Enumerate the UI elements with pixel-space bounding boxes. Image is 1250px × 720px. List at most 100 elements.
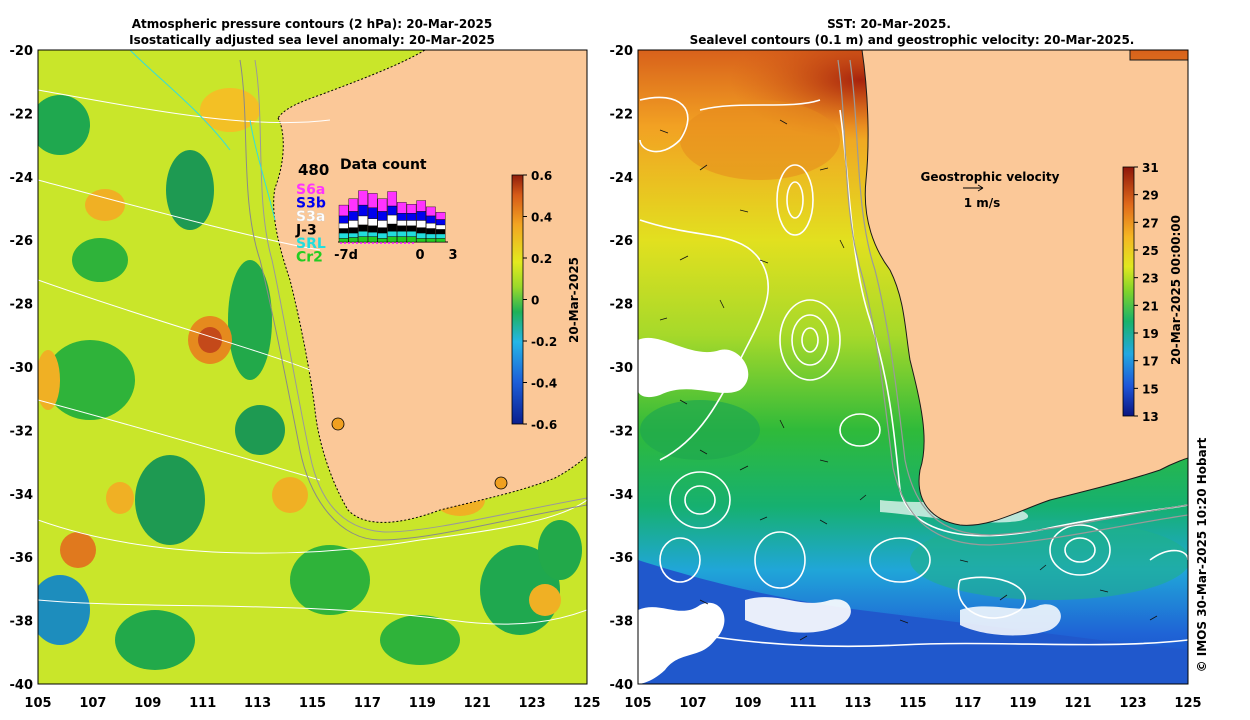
right-colorbar-tick-label: 23 — [1142, 272, 1159, 286]
inset-bar-segment — [435, 229, 446, 235]
inset-bar-segment — [358, 224, 368, 232]
lon-tick-label: 107 — [79, 696, 106, 711]
inset-bar-segment — [348, 198, 359, 212]
left-colorbar-tick-label: -0.4 — [531, 377, 557, 391]
sla-field — [38, 50, 587, 684]
lon-tick-label: 121 — [464, 696, 491, 711]
lat-tick-label: -34 — [610, 488, 634, 503]
lat-tick-label: -22 — [610, 107, 634, 122]
inset-bar-segment — [426, 233, 436, 239]
inset-bar-segment — [377, 238, 388, 243]
lat-tick-label: -38 — [10, 615, 34, 630]
left-colorbar-label: 20-Mar-2025 — [567, 257, 581, 343]
lon-tick-label: 113 — [244, 696, 271, 711]
inset-bar-segment — [367, 218, 378, 227]
mission-label-j-3: J-3 — [295, 223, 317, 239]
lat-tick-label: -22 — [10, 107, 34, 122]
lon-tick-label: 105 — [24, 696, 51, 711]
right-colorbar-tick-label: 13 — [1142, 410, 1159, 424]
left-colorbar-tick-label: 0.6 — [531, 169, 552, 183]
inset-bar-segment — [435, 212, 446, 220]
inset-bar-segment — [416, 232, 427, 239]
lat-tick-label: -38 — [610, 615, 634, 630]
mission-label-s6a: S6a — [296, 182, 325, 198]
left-lon-ticks: 105 107 109 111 113 115 117 119 121 123 125 — [24, 696, 600, 711]
inset-bar-segment — [367, 207, 378, 219]
left-colorbar-tick-label: 0.4 — [531, 211, 552, 225]
left-colorbar-ramp — [511, 174, 524, 425]
mission-label-s3a: S3a — [296, 209, 325, 225]
right-map-frame — [637, 49, 1189, 685]
lon-tick-label: 119 — [1009, 696, 1036, 711]
tide-gauge-marker — [331, 417, 345, 431]
inset-bar-segment — [397, 230, 407, 237]
inset-bar-segment — [397, 220, 407, 226]
lat-tick-label: -28 — [10, 298, 34, 313]
lat-tick-label: -28 — [610, 298, 634, 313]
right-colorbar-tick-label: 29 — [1142, 189, 1159, 203]
lon-tick-label: 111 — [189, 696, 216, 711]
lon-tick-label: 115 — [299, 696, 326, 711]
right-colorbar-ticks: 31 29 27 25 23 21 19 17 15 13 — [1134, 161, 1159, 424]
inset-bar-segment — [377, 211, 388, 221]
right-title-line2: Sealevel contours (0.1 m) and geostrophi… — [690, 33, 1135, 47]
inset-bar-segment — [367, 225, 378, 233]
inset-bar-segment — [387, 191, 397, 207]
inset-bar-segment — [367, 231, 378, 237]
lon-tick-label: 111 — [789, 696, 816, 711]
left-colorbar-tick-label: 0 — [531, 294, 539, 308]
inset-xtick-end: 3 — [448, 248, 457, 263]
sst-field — [638, 50, 1188, 684]
inset-bar-segment — [397, 212, 407, 221]
mission-label-srl: SRL — [296, 236, 326, 252]
left-title-line2: Isostatically adjusted sea level anomaly… — [129, 33, 495, 47]
lat-tick-label: -32 — [10, 424, 34, 439]
velocity-scale-arrowhead — [977, 184, 984, 192]
inset-bar-segment — [406, 230, 417, 237]
inset-bar-segment — [397, 236, 407, 243]
inset-bar-segment — [426, 222, 436, 229]
credit-text: © IMOS 30-Mar-2025 10:20 Hobart — [1195, 437, 1209, 672]
inset-bar-segment — [426, 206, 436, 217]
inset-bar-segment — [426, 215, 436, 224]
velocity-legend-scale: 1 m/s — [964, 196, 1001, 210]
inset-bar-segment — [358, 215, 368, 226]
lat-tick-label: -30 — [10, 361, 34, 376]
inset-bar-segment — [435, 233, 446, 239]
inset-bar-segment — [397, 202, 407, 214]
inset-bar-segment — [406, 203, 417, 214]
inset-bar-segment — [406, 225, 417, 232]
lat-tick-label: -36 — [610, 551, 634, 566]
velocity-legend: Geostrophic velocity 1 m/s — [921, 170, 1060, 210]
inset-bar-segment — [338, 215, 349, 224]
right-colorbar: 31 29 27 25 23 21 19 17 15 13 20-Mar-2025 00:00:0… — [1122, 161, 1183, 424]
inset-bar-segment — [416, 200, 427, 212]
lat-tick-label: -24 — [10, 171, 34, 186]
right-colorbar-tick-label: 15 — [1142, 382, 1159, 396]
inset-bar-segment — [426, 228, 436, 235]
lon-tick-label: 121 — [1064, 696, 1091, 711]
right-colorbar-ramp — [1122, 166, 1135, 417]
lat-tick-label: -24 — [610, 171, 634, 186]
inset-bar-segment — [367, 193, 378, 208]
inset-bar-segment — [377, 220, 388, 228]
lat-tick-label: -26 — [610, 234, 634, 249]
mission-label-cr2: Cr2 — [296, 250, 323, 266]
right-colorbar-tick-label: 25 — [1142, 244, 1159, 258]
inset-bar-segment — [387, 223, 397, 232]
inset-bar-segment — [416, 227, 427, 234]
right-title-line1: SST: 20-Mar-2025. — [827, 17, 951, 31]
inset-bar-segment — [358, 190, 368, 206]
inset-title: Data count — [340, 157, 427, 173]
lat-tick-label: -36 — [10, 551, 34, 566]
right-colorbar-tick-label: 27 — [1142, 216, 1159, 230]
lon-tick-label: 113 — [844, 696, 871, 711]
right-colorbar-tick-label: 17 — [1142, 355, 1159, 369]
inset-bar-segment — [387, 230, 397, 237]
lat-tick-label: -40 — [10, 678, 34, 693]
inset-bar-segment — [435, 238, 446, 243]
inset-bar-segment — [377, 232, 388, 239]
